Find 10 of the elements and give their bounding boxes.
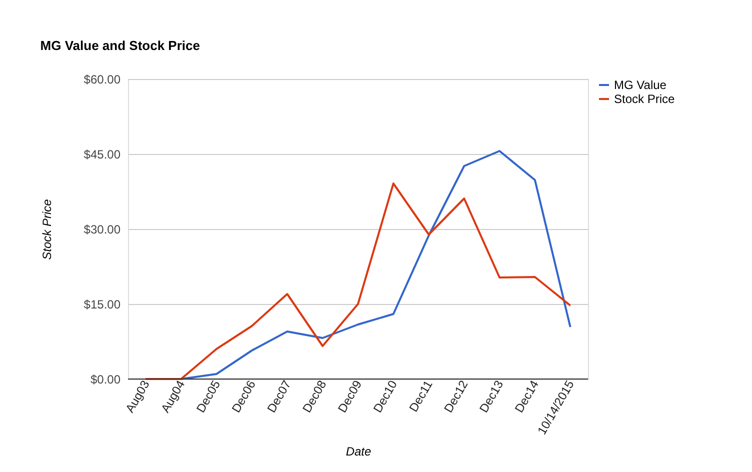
y-axis-title: Stock Price xyxy=(40,198,54,260)
y-tick-label: $30.00 xyxy=(84,222,121,236)
legend-label: MG Value xyxy=(614,78,667,92)
y-tick-label: $45.00 xyxy=(84,148,121,162)
y-tick-label: $60.00 xyxy=(84,72,121,86)
legend-label: Stock Price xyxy=(614,92,676,106)
y-tick-label: $15.00 xyxy=(84,298,121,312)
chart-title: MG Value and Stock Price xyxy=(40,38,200,53)
x-axis-title: Date xyxy=(346,444,372,459)
y-tick-label: $0.00 xyxy=(90,372,121,386)
